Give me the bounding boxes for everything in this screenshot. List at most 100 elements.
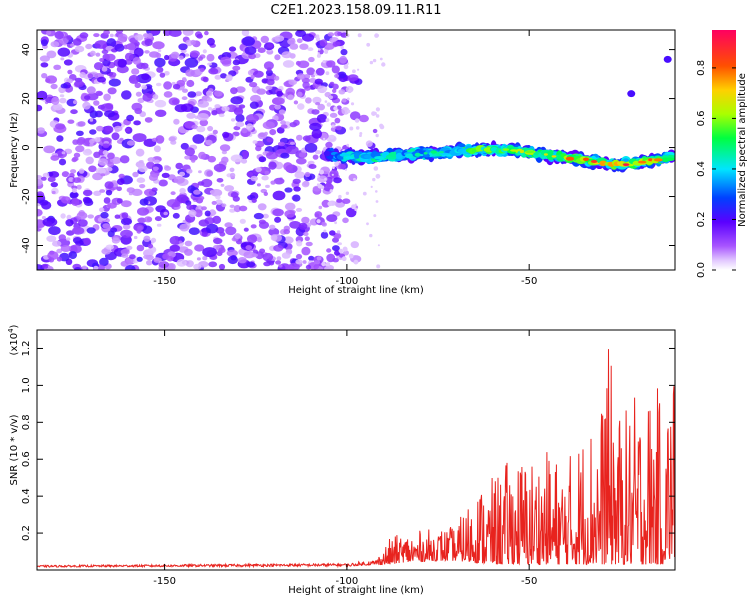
heatmap-cell [129,254,136,260]
heatmap-cell [322,60,326,63]
heatmap-cell [186,112,196,119]
heatmap-cell [375,107,380,112]
heatmap-cell [338,89,346,95]
heatmap-cell [37,127,45,134]
heatmap-cell [56,135,64,142]
snr-ylabel: SNR (10 * v/v) [9,414,20,485]
heatmap-cell [197,181,205,186]
heatmap-cell [353,259,359,265]
heatmap-cell [250,175,258,182]
heatmap-cell [312,96,322,104]
heatmap-cell [184,155,191,160]
heatmap-cell [84,95,91,100]
heatmap-cell [215,195,221,200]
colorbar-tick-label: 0.8 [696,60,707,76]
heatmap-cell [296,240,303,247]
heatmap-cell [136,177,146,183]
heatmap-cell [152,166,159,171]
heatmap-cell [118,173,125,179]
heatmap-cell [196,33,203,39]
heatmap-cell [245,245,252,251]
heatmap-cell [241,127,248,134]
heatmap-cell [213,237,223,245]
heatmap-cell [126,114,134,122]
heatmap-cell [268,161,277,170]
heatmap-cell [50,182,58,188]
heatmap-cell [220,183,225,187]
heatmap-cell [297,60,310,69]
heatmap-cell [352,69,356,74]
heatmap-cell [126,245,133,250]
heatmap-cell [262,213,269,219]
heatmap-cell [114,214,121,219]
snr-ticks: -150 -100 -50 0.2 0.4 0.6 0.8 1.0 1.2 [21,330,675,587]
heatmap-cell [274,216,282,223]
heatmap-cell [60,213,66,219]
heatmap-cell [374,33,379,38]
heatmap-cell [121,90,132,100]
heatmap-cell [256,236,263,243]
heatmap-cell [235,121,245,128]
heatmap-cell [144,117,153,123]
heatmap-cell [293,100,299,105]
heatmap-cell [370,185,373,188]
heatmap-cell [199,67,205,72]
heatmap-cell [304,236,310,241]
heatmap-cell [270,234,278,241]
heatmap-cell [221,156,229,164]
heatmap-cell [358,114,369,123]
heatmap-cell [345,191,350,195]
heatmap-cell [40,62,49,68]
heatmap-cell [344,168,347,171]
heatmap-cell [331,173,334,176]
heatmap-cell [265,69,273,77]
heatmap-cell [120,260,129,267]
heatmap-cell [143,235,151,242]
heatmap-cell [182,88,188,93]
heatmap-cell [89,129,97,135]
heatmap-cell [172,83,181,90]
heatmap-cell [92,172,103,181]
heatmap-cell [313,260,321,265]
heatmap-cell [327,201,333,207]
heatmap-cell [206,90,213,97]
heatmap-cell [221,150,227,155]
heatmap-cell [235,114,245,123]
heatmap-cell [302,135,311,142]
heatmap-cell [67,69,73,75]
heatmap-cell [406,153,413,157]
heatmap-cell [301,246,311,256]
heatmap-cell [201,178,213,188]
heatmap-cell [137,207,149,216]
heatmap-cell [525,150,535,154]
heatmap-cell [79,72,86,78]
heatmap-cell [156,223,162,227]
heatmap-cell [304,171,311,178]
heatmap-cell [37,179,43,186]
heatmap-cell [48,226,61,236]
spectrogram-frame [36,29,676,271]
heatmap-cell [253,212,264,220]
heatmap-cell [72,139,79,145]
heatmap-cell [74,45,85,53]
heatmap-cell [329,95,333,100]
heatmap-cell [82,265,87,270]
heatmap-cell [188,227,200,235]
heatmap-cell [281,51,293,59]
heatmap-cell [53,64,62,71]
heatmap-cell [316,114,327,123]
y-tick-label: -40 [21,237,32,253]
heatmap-marks [37,30,675,270]
heatmap-cell [202,247,218,258]
heatmap-cell [374,156,385,160]
heatmap-cell [266,151,278,160]
heatmap-cell [246,234,258,244]
heatmap-cell [93,62,104,71]
heatmap-cell [132,133,147,143]
heatmap-cell [637,160,647,164]
heatmap-cell [305,97,312,104]
heatmap-cell [272,208,284,217]
y-tick-label: -20 [21,188,32,204]
heatmap-cell [648,158,653,162]
